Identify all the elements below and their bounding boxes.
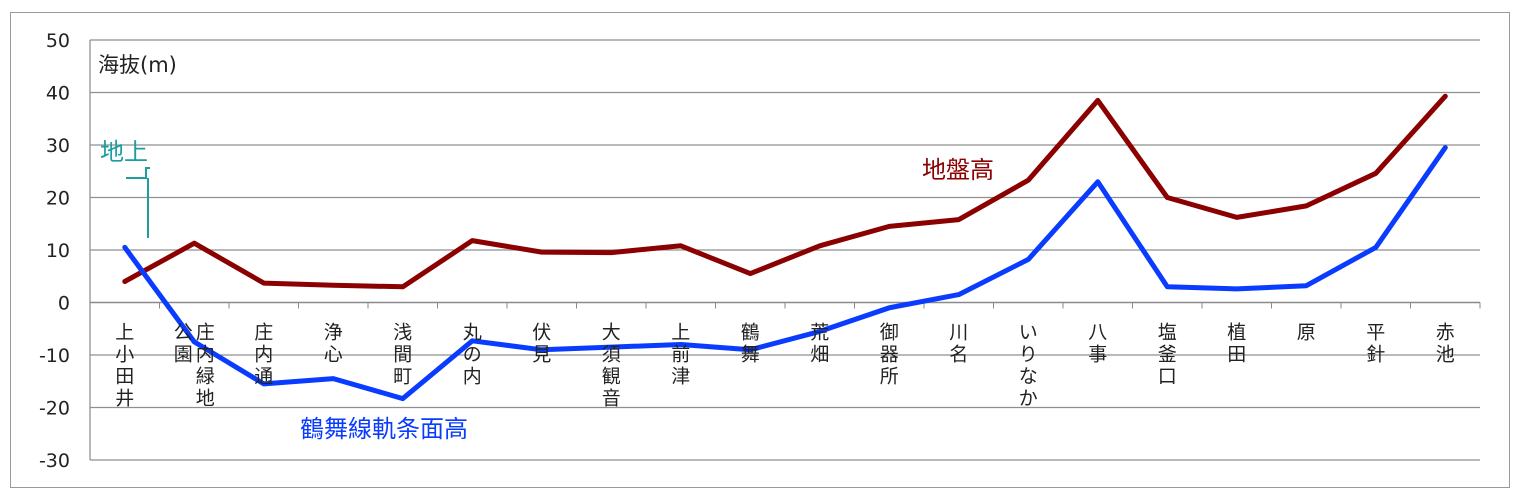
category-char: 緑 [196,366,215,388]
y-tick-label: 40 [46,83,70,105]
category-char: 原 [1297,322,1316,344]
category-char: 町 [393,366,412,388]
grid-lines [89,39,1481,461]
category-char: 内 [254,344,273,366]
category-char: 植 [1227,322,1246,344]
category-label: 赤池赤池 [1436,322,1455,366]
category-label: 上小田井上小田井 [115,322,134,410]
category-label: 八事八事 [1088,322,1107,366]
category-char: 庄 [254,322,273,344]
category-char: 器 [880,344,899,366]
category-char: 荒 [810,322,829,344]
category-char: い [1019,322,1038,344]
y-axis-label: 海抜(m) [98,53,177,77]
category-char: 小 [115,344,134,366]
category-char: か [1019,388,1038,410]
category-char: 通 [254,366,273,388]
category-char: 針 [1366,344,1385,366]
category-label: 川名川名 [949,322,968,366]
category-char: 浄 [324,322,343,344]
category-label: 浄心浄心 [324,322,343,366]
category-char: 上 [115,322,134,344]
category-label: 塩釜口塩釜口 [1158,322,1177,388]
category-char: 上 [671,322,690,344]
category-char: 浅 [393,322,412,344]
category-char: 間 [393,344,412,366]
annotation-rail-height: 鶴舞線軌条面高 [300,415,468,443]
category-char: 津 [671,366,690,388]
category-labels: 上小田井上小田井庄内緑地公園庄内緑地公園庄内通庄内通浄心浄心浅間町浅間町丸の内丸… [115,322,1455,410]
category-char: 鶴 [741,322,760,344]
category-char: 塩 [1158,322,1177,344]
y-tick-label: -30 [39,450,70,472]
category-label: 平針平針 [1366,322,1385,366]
series-lines [122,93,1448,402]
category-char: 川 [949,322,968,344]
category-char: 事 [1088,344,1107,366]
category-char: 田 [115,366,134,388]
category-char: な [1019,366,1038,388]
category-char: 心 [324,344,343,366]
category-char: 池 [1436,344,1455,366]
category-label: 荒畑荒畑 [810,322,829,366]
category-label: 庄内緑地公園庄内緑地公園 [174,322,215,410]
y-tick-label: -10 [39,345,70,367]
category-char: 平 [1366,322,1385,344]
category-char: 名 [949,344,968,366]
category-char: 八 [1088,322,1107,344]
category-char: 庄 [196,322,215,344]
category-char: 井 [115,388,134,410]
category-char: 所 [880,366,899,388]
category-label: 植田植田 [1227,322,1246,366]
category-char: 伏 [532,322,551,344]
category-char: 赤 [1436,322,1455,344]
category-char: 観 [602,366,621,388]
category-char: 内 [196,344,215,366]
category-char: 公 [174,322,193,344]
series-line-1 [122,145,1448,402]
annotation-ground-height: 地盤高 [922,156,994,184]
category-char: 口 [1158,366,1177,388]
y-tick-label: -20 [39,398,70,420]
category-char: 畑 [810,344,829,366]
category-char: 音 [602,388,621,410]
category-char: 田 [1227,344,1246,366]
category-label: 丸の内丸の内 [463,322,482,388]
category-char: の [463,344,482,366]
y-tick-labels: 50 40 30 20 10 0 -10 -20 -30 [39,30,70,472]
category-char: 内 [463,366,482,388]
category-label: 浅間町浅間町 [393,322,412,388]
category-label: 上前津上前津 [671,322,690,388]
category-label: 鶴舞鶴舞 [741,322,760,366]
category-char: 丸 [463,322,482,344]
category-char: 園 [174,344,193,366]
category-char: り [1019,344,1038,366]
category-char: 前 [671,344,690,366]
category-label: 庄内通庄内通 [254,322,273,388]
category-char: 地 [196,388,215,410]
category-char: 大 [602,322,621,344]
category-label: いりなかいりなか [1019,322,1038,410]
category-char: 舞 [741,344,760,366]
category-label: 原原 [1297,322,1316,344]
category-char: 見 [532,344,551,366]
y-tick-label: 30 [46,135,70,157]
category-char: 須 [602,344,621,366]
annotation-ground-bracket [126,167,150,179]
category-label: 御器所御器所 [880,322,899,388]
y-tick-label: 20 [46,188,70,210]
series-line-0 [122,93,1448,290]
y-tick-label: 0 [58,293,70,315]
annotation-ground-level: 地上 [100,138,148,166]
category-label: 大須観音大須観音 [602,322,621,410]
category-char: 御 [880,322,899,344]
category-char: 釜 [1158,344,1177,366]
category-label: 伏見伏見 [532,322,551,366]
y-tick-label: 10 [46,240,70,262]
y-tick-label: 50 [46,30,70,52]
